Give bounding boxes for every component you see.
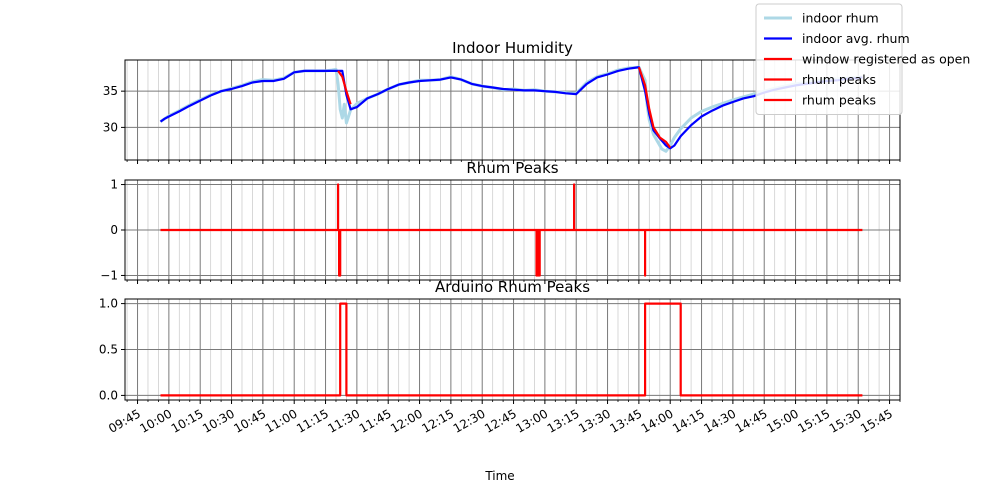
x-tick-label: 15:15 [795, 406, 832, 435]
x-tick-label: 12:00 [388, 406, 425, 435]
x-tick-label: 14:15 [670, 406, 707, 435]
legend-label: rhum peaks [802, 72, 876, 87]
x-tick-label: 10:15 [169, 406, 206, 435]
x-tick-label: 14:30 [701, 406, 738, 435]
legend-label: window registered as open [802, 52, 970, 67]
x-tick-label: 14:45 [733, 406, 770, 435]
x-tick-label: 13:00 [513, 406, 550, 435]
x-tick-label: 10:45 [231, 406, 268, 435]
x-tick-label: 14:00 [639, 406, 676, 435]
panel-title: Indoor Humidity [452, 39, 573, 57]
panel-arduino-rhum-peaks: 0.0 0.5 1.0 Arduino Rhum Peaks [99, 278, 901, 404]
legend-label: rhum peaks [802, 93, 876, 108]
x-tick-label: 11:15 [294, 406, 331, 435]
series-line [637, 66, 672, 149]
legend: indoor rhum indoor avg. rhum window regist… [755, 3, 970, 115]
y-tick-label: 0 [110, 223, 118, 237]
x-tick-label: 13:15 [545, 406, 582, 435]
legend-label: indoor avg. rhum [802, 31, 910, 46]
series-line [160, 183, 863, 277]
x-tick-label: 11:00 [263, 406, 300, 435]
y-tick-label: −1 [100, 268, 118, 282]
x-tick-label: 09:45 [106, 406, 143, 435]
x-tick-label: 13:30 [576, 406, 613, 435]
y-tick-label: 1 [110, 178, 118, 192]
series-line [159, 66, 863, 150]
y-tick-label: 35 [103, 84, 118, 98]
x-tick-label: 12:15 [419, 406, 456, 435]
x-tick-label: 15:00 [764, 406, 801, 435]
legend-label: indoor rhum [802, 11, 879, 26]
panel-title: Arduino Rhum Peaks [435, 278, 590, 296]
x-tick-label: 10:00 [137, 406, 174, 435]
x-tick-label: 15:45 [858, 406, 895, 435]
x-tick-label: 12:30 [451, 406, 488, 435]
x-tick-label: 15:30 [827, 406, 864, 435]
series-line [337, 70, 352, 105]
y-tick-label: 0.0 [99, 388, 118, 402]
panel-title: Rhum Peaks [466, 159, 558, 177]
y-tick-label: 30 [103, 120, 118, 134]
y-tick-label: 0.5 [99, 343, 118, 357]
y-tick-label: 1.0 [99, 297, 118, 311]
x-tick-labels: 09:4510:0010:1510:3010:4511:0011:1511:30… [106, 406, 895, 435]
x-tick-label: 10:30 [200, 406, 237, 435]
x-tick-label: 11:30 [325, 406, 362, 435]
x-tick-label: 11:45 [357, 406, 394, 435]
x-axis-label: Time [484, 469, 514, 483]
series-line [160, 302, 863, 397]
x-tick-label: 12:45 [482, 406, 519, 435]
x-tick-label: 13:45 [607, 406, 644, 435]
panel-rhum-peaks: −1 0 1 Rhum Peaks [100, 159, 901, 284]
